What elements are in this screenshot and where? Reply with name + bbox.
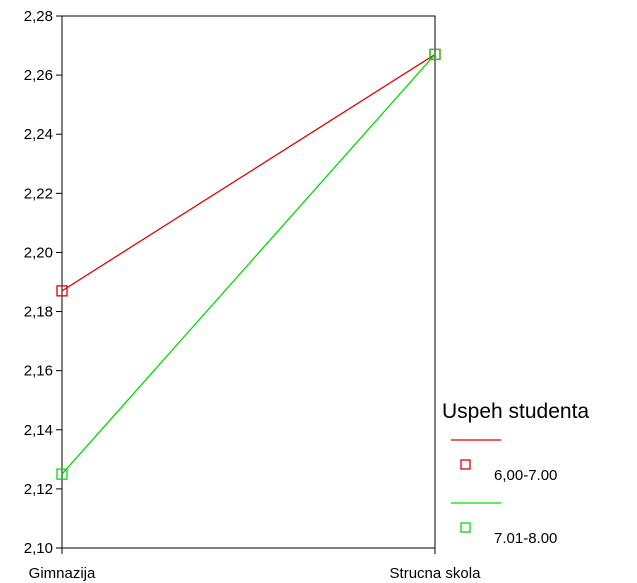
x-axis: Gimnazija Strucna skola [29,548,481,582]
y-tick-label: 2,16 [24,363,53,380]
series-line [61,53,436,292]
y-tick-label: 2,12 [24,481,53,498]
legend: Uspeh studenta 6,00-7.00 7.01-8.00 [442,400,589,547]
y-tick-label: 2,14 [24,422,53,439]
legend-title: Uspeh studenta [442,400,589,423]
data-point-marker [56,468,68,480]
y-tick-label: 2,20 [24,244,53,261]
plot-frame [61,15,436,549]
y-axis: 2,10 2,12 2,14 2,16 2,18 2,20 2,22 2,24 2,26 2,28 [24,8,62,557]
series-line [61,53,436,475]
legend-marker [460,459,471,470]
y-tick-label: 2,10 [24,540,53,557]
y-tick-label: 2,26 [24,67,53,84]
y-tick-label: 2,28 [24,8,53,25]
legend-marker [460,522,471,533]
data-point-marker [56,285,68,297]
x-tick-label: Gimnazija [29,565,96,582]
series-group [56,48,441,480]
y-tick-label: 2,24 [24,126,53,143]
legend-label: 6,00-7.00 [494,467,557,484]
y-tick-label: 2,22 [24,185,53,202]
legend-label: 7.01-8.00 [494,530,557,547]
x-tick-label: Strucna skola [390,565,482,582]
y-tick-label: 2,18 [24,304,53,321]
data-point-marker [429,48,441,61]
legend-items: 6,00-7.00 7.01-8.00 [451,439,557,547]
